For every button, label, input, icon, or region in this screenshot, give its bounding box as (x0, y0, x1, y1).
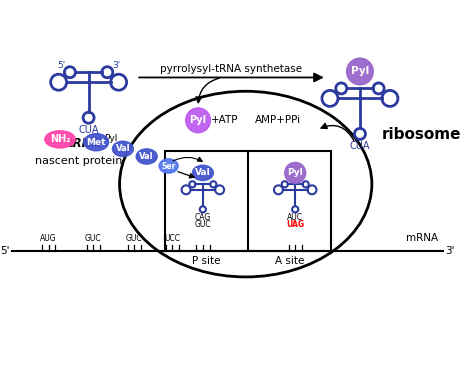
Text: Val: Val (139, 152, 154, 161)
Ellipse shape (159, 159, 178, 173)
Text: tRNA: tRNA (67, 137, 100, 150)
Text: Val: Val (116, 144, 130, 153)
Text: GUC: GUC (126, 234, 143, 243)
Text: UCC: UCC (164, 234, 181, 243)
Text: GUC: GUC (194, 220, 211, 229)
Circle shape (285, 163, 306, 183)
Text: Ser: Ser (162, 161, 176, 170)
Text: AUG: AUG (40, 234, 57, 243)
Text: 5': 5' (57, 61, 65, 70)
Text: AUC: AUC (287, 214, 303, 222)
Text: UAG: UAG (286, 220, 304, 229)
Text: A site: A site (275, 256, 304, 266)
Ellipse shape (192, 165, 213, 180)
Text: ribosome: ribosome (382, 127, 461, 142)
Text: 3': 3' (112, 61, 120, 70)
Text: AMP+PPi: AMP+PPi (255, 115, 301, 125)
Text: nascent protein: nascent protein (36, 155, 123, 166)
Text: Pyl: Pyl (351, 67, 369, 77)
Text: P site: P site (192, 256, 221, 266)
Text: Val: Val (195, 169, 211, 177)
Text: pyrrolysyl-tRNA synthetase: pyrrolysyl-tRNA synthetase (160, 64, 302, 74)
Ellipse shape (45, 131, 75, 148)
Ellipse shape (112, 141, 133, 157)
Text: +ATP: +ATP (211, 115, 239, 125)
Text: CAG: CAG (195, 214, 211, 222)
Text: Pyl: Pyl (190, 115, 207, 125)
Text: Pyl: Pyl (287, 169, 303, 177)
Text: Met: Met (86, 138, 106, 147)
Text: NH₂: NH₂ (50, 134, 70, 144)
Text: CUA: CUA (78, 125, 99, 135)
Text: CUA: CUA (350, 141, 370, 151)
Circle shape (346, 58, 374, 85)
Circle shape (186, 108, 210, 133)
Ellipse shape (136, 149, 157, 164)
Ellipse shape (84, 134, 109, 151)
Text: 5': 5' (0, 246, 9, 256)
Text: GUC: GUC (85, 234, 102, 243)
Text: mRNA: mRNA (406, 233, 438, 243)
Text: 3': 3' (445, 246, 454, 256)
Bar (165, 151, 331, 251)
Text: Pyl: Pyl (104, 134, 117, 143)
